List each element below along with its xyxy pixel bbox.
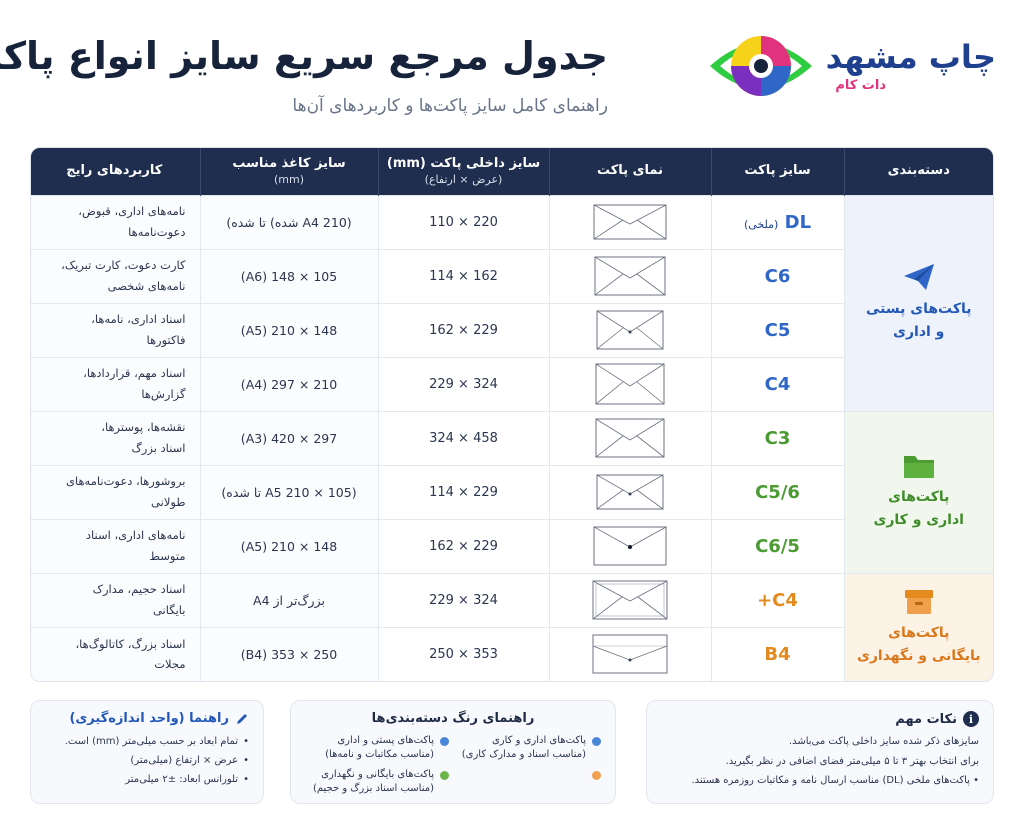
uses-cell: اسناد حجیم، مدارک بایگانی: [31, 572, 200, 627]
header-inner-size: سایز داخلی پاکت (mm) (عرض × ارتفاع): [377, 148, 549, 195]
table-row: C6 162 × 114 105 × 148 (A6) کارت دعوت، ک…: [31, 248, 993, 303]
guide-item: تمام ابعاد بر حسب میلی‌متر (mm) است.: [45, 734, 249, 749]
legend-dot-blue: [592, 737, 601, 746]
legend-item: پاکت‌های پستی و اداری (مناسب مکاتبات و ن…: [305, 734, 449, 762]
inner-size-cell: 324 × 229: [377, 356, 549, 411]
logo-subtext: دات کام: [835, 78, 886, 93]
header-category: دسته‌بندی: [843, 148, 993, 195]
paper-size-cell: بزرگ‌تر از A4: [199, 572, 378, 627]
paper-size-cell: 148 × 210 (A5): [199, 518, 378, 573]
color-legend-box: راهنمای رنگ دسته‌بندی‌ها پاکت‌های اداری …: [290, 700, 616, 804]
envelope-preview: [548, 194, 711, 249]
inner-size-cell: 229 × 162: [377, 518, 549, 573]
note-item: • پاکت‌های ملخی (DL) مناسب ارسال نامه و …: [691, 775, 979, 786]
folder-icon: [903, 455, 934, 478]
size-cell: DL (ملخی): [710, 194, 844, 249]
paper-plane-icon: [903, 263, 934, 290]
size-cell: C4+: [710, 572, 844, 627]
legend-dot-orange: [592, 771, 601, 780]
envelope-preview: [548, 572, 711, 627]
notes-box: i نکات مهم سایزهای ذکر شده سایز داخلی پاک…: [646, 700, 994, 804]
paper-size-cell: 250 × 353 (B4): [199, 626, 378, 681]
table-row: پاکت‌های پستی و اداری DL (ملخی) 220 × 11…: [31, 194, 993, 411]
guide-title: راهنما (واحد اندازه‌گیری): [69, 711, 229, 726]
info-boxes: i نکات مهم سایزهای ذکر شده سایز داخلی پاک…: [30, 700, 994, 804]
header-view: نمای پاکت: [548, 148, 711, 195]
inner-size-cell: 220 × 110: [377, 194, 549, 249]
category-office: پاکت‌های اداری و کاری: [843, 410, 993, 573]
size-cell: C6: [710, 248, 844, 303]
category-postal: پاکت‌های پستی و اداری: [843, 194, 993, 411]
note-item: برای انتخاب بهتر ۳ تا ۵ میلی‌متر فضای اض…: [725, 755, 979, 767]
logo-eye-icon: [710, 36, 812, 96]
inner-size-cell: 324 × 229: [377, 572, 549, 627]
inner-size-cell: 162 × 114: [377, 248, 549, 303]
archive-box-icon: [904, 590, 933, 615]
legend-title: راهنمای رنگ دسته‌بندی‌ها: [371, 711, 535, 726]
table-row: C6/5 229 × 162 148 × 210 (A5) نامه‌های ا…: [31, 518, 993, 573]
notes-title: نکات مهم: [895, 711, 957, 727]
paper-size-cell: 148 × 210 (A5): [199, 302, 378, 357]
table-row: C4 324 × 229 210 × 297 (A4) اسناد مهم، ق…: [31, 356, 993, 411]
envelope-preview: [548, 410, 711, 465]
category-archive: پاکت‌های بایگانی و نگهداری: [843, 572, 993, 681]
envelope-preview: [548, 464, 711, 519]
paper-size-cell: 210 × 297 (A4): [199, 356, 378, 411]
envelope-preview: [548, 518, 711, 573]
legend-item: پاکت‌های اداری و کاری (مناسب اسناد و مدا…: [457, 734, 601, 762]
header-size: سایز پاکت: [710, 148, 844, 195]
table-header-row: دسته‌بندی سایز پاکت نمای پاکت سایز داخلی…: [31, 148, 993, 195]
envelope-preview: [548, 356, 711, 411]
table-row: C5 229 × 162 148 × 210 (A5) اسناد اداری،…: [31, 302, 993, 357]
size-cell: C3: [710, 410, 844, 465]
paper-size-cell: (A5 210 × 105 تا شده): [199, 464, 378, 519]
page-header: جدول مرجع سریع سایز انواع پاکت راهنمای ک…: [0, 18, 996, 130]
table-row: پاکت‌های اداری و کاری C3 458 × 324 297 ×…: [31, 410, 993, 573]
envelope-size-table: دسته‌بندی سایز پاکت نمای پاکت سایز داخلی…: [30, 147, 994, 682]
uses-cell: کارت دعوت، کارت تبریک، نامه‌های شخصی: [31, 248, 200, 303]
uses-cell: اسناد اداری، نامه‌ها، فاکتورها: [31, 302, 200, 357]
info-icon: i: [963, 711, 979, 727]
size-cell: C4: [710, 356, 844, 411]
note-item: سایزهای ذکر شده سایز داخلی پاکت می‌باشد.: [788, 736, 979, 747]
size-cell: C5/6: [710, 464, 844, 519]
brand-logo[interactable]: چاپ مشهد دات کام: [706, 24, 996, 108]
table-row: B4 353 × 250 250 × 353 (B4) اسناد بزرگ، …: [31, 626, 993, 681]
page-subtitle: راهنمای کامل سایز پاکت‌ها و کاربردهای آن…: [292, 96, 608, 116]
uses-cell: اسناد بزرگ، کاتالوگ‌ها، مجلات: [31, 626, 200, 681]
legend-item: پاکت‌های بایگانی و نگهداری (مناسب اسناد …: [305, 768, 449, 796]
guide-item: عرض × ارتفاع (میلی‌متر): [45, 753, 249, 768]
inner-size-cell: 458 × 324: [377, 410, 549, 465]
uses-cell: اسناد مهم، قراردادها، گزارش‌ها: [31, 356, 200, 411]
page-title: جدول مرجع سریع سایز انواع پاکت: [0, 34, 609, 78]
legend-dot-blue: [440, 737, 449, 746]
uses-cell: بروشورها، دعوت‌نامه‌های طولانی: [31, 464, 200, 519]
legend-item: [457, 768, 601, 780]
legend-dot-green: [440, 771, 449, 780]
uses-cell: نامه‌های اداری، قبوض، دعوت‌نامه‌ها: [31, 194, 200, 249]
guide-item: تلورانس ابعاد: ±۲ میلی‌متر: [45, 772, 249, 787]
uses-cell: نقشه‌ها، پوسترها، اسناد بزرگ: [31, 410, 200, 465]
paper-size-cell: 297 × 420 (A3): [199, 410, 378, 465]
size-cell: C6/5: [710, 518, 844, 573]
table-row: پاکت‌های بایگانی و نگهداری C4+ 324 × 229…: [31, 572, 993, 681]
table-row: C5/6 229 × 114 (A5 210 × 105 تا شده) برو…: [31, 464, 993, 519]
size-cell: C5: [710, 302, 844, 357]
paper-size-cell: (A4 210 شده) تا شده): [199, 194, 378, 249]
logo-text: چاپ مشهد: [825, 38, 996, 76]
pencil-icon: [237, 713, 247, 724]
header-paper-size: سایز کاغذ مناسب (mm): [199, 148, 378, 195]
inner-size-cell: 229 × 162: [377, 302, 549, 357]
inner-size-cell: 229 × 114: [377, 464, 549, 519]
envelope-preview: [548, 626, 711, 681]
paper-size-cell: 105 × 148 (A6): [199, 248, 378, 303]
header-uses: کاربردهای رایج: [66, 163, 163, 179]
uses-cell: نامه‌های اداری، اسناد متوسط: [31, 518, 200, 573]
size-cell: B4: [710, 626, 844, 681]
measurement-guide-box: راهنما (واحد اندازه‌گیری) تمام ابعاد بر …: [30, 700, 264, 804]
envelope-preview: [548, 248, 711, 303]
inner-size-cell: 353 × 250: [377, 626, 549, 681]
envelope-preview: [548, 302, 711, 357]
